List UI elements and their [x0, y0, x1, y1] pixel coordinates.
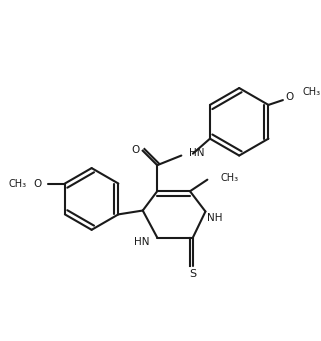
Text: S: S	[189, 269, 196, 279]
Text: CH₃: CH₃	[302, 87, 320, 98]
Text: CH₃: CH₃	[221, 173, 239, 183]
Text: O: O	[285, 92, 294, 102]
Text: CH₃: CH₃	[8, 179, 26, 189]
Text: HN: HN	[134, 237, 150, 247]
Text: HN: HN	[189, 148, 204, 158]
Text: NH: NH	[207, 213, 223, 223]
Text: O: O	[132, 145, 140, 155]
Text: O: O	[34, 179, 42, 189]
